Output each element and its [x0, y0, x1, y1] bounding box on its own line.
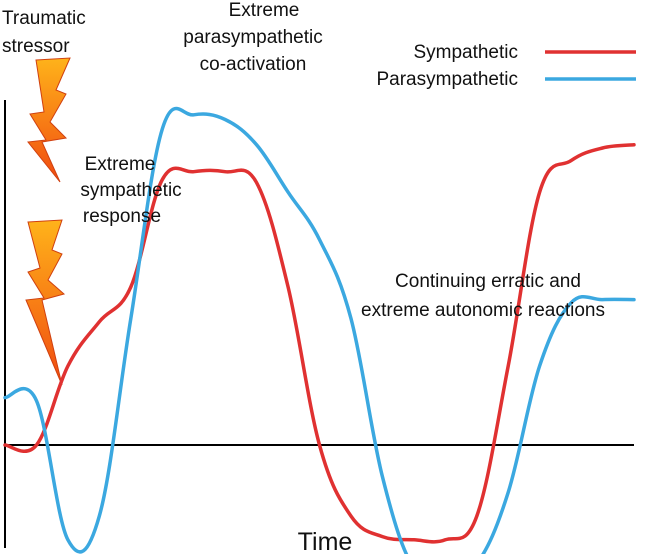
annotation-line: stressor [2, 36, 70, 57]
lightning-bolt-icon [27, 57, 71, 183]
annotation-line: response [83, 206, 161, 227]
annotation-erratic-reactions: Continuing erratic and extreme autonomic… [361, 271, 605, 321]
annotation-line: Traumatic [2, 8, 86, 29]
annotation-line: Extreme [85, 154, 156, 175]
lightning-bolt-icon [25, 219, 66, 386]
annotation-line: extreme autonomic reactions [361, 300, 605, 321]
series-line-sympathetic [3, 143, 636, 544]
annotation-sympathetic-response: Extreme sympathetic response [80, 154, 181, 227]
legend-label-sympathetic: Sympathetic [413, 42, 518, 63]
annotation-traumatic-stressor: Traumatic stressor [2, 8, 86, 57]
annotation-line: parasympathetic [183, 27, 322, 48]
legend: Sympathetic Parasympathetic [376, 42, 636, 90]
annotation-line: co-activation [200, 54, 307, 75]
annotation-line: Extreme [229, 0, 300, 21]
annotation-line: sympathetic [80, 180, 181, 201]
annotation-line: Continuing erratic and [395, 271, 581, 292]
legend-label-parasympathetic: Parasympathetic [376, 69, 518, 90]
series-line-parasympathetic [3, 106, 636, 554]
x-axis-label: Time [298, 528, 353, 554]
annotation-coactivation: Extreme parasympathetic co-activation [183, 0, 322, 75]
